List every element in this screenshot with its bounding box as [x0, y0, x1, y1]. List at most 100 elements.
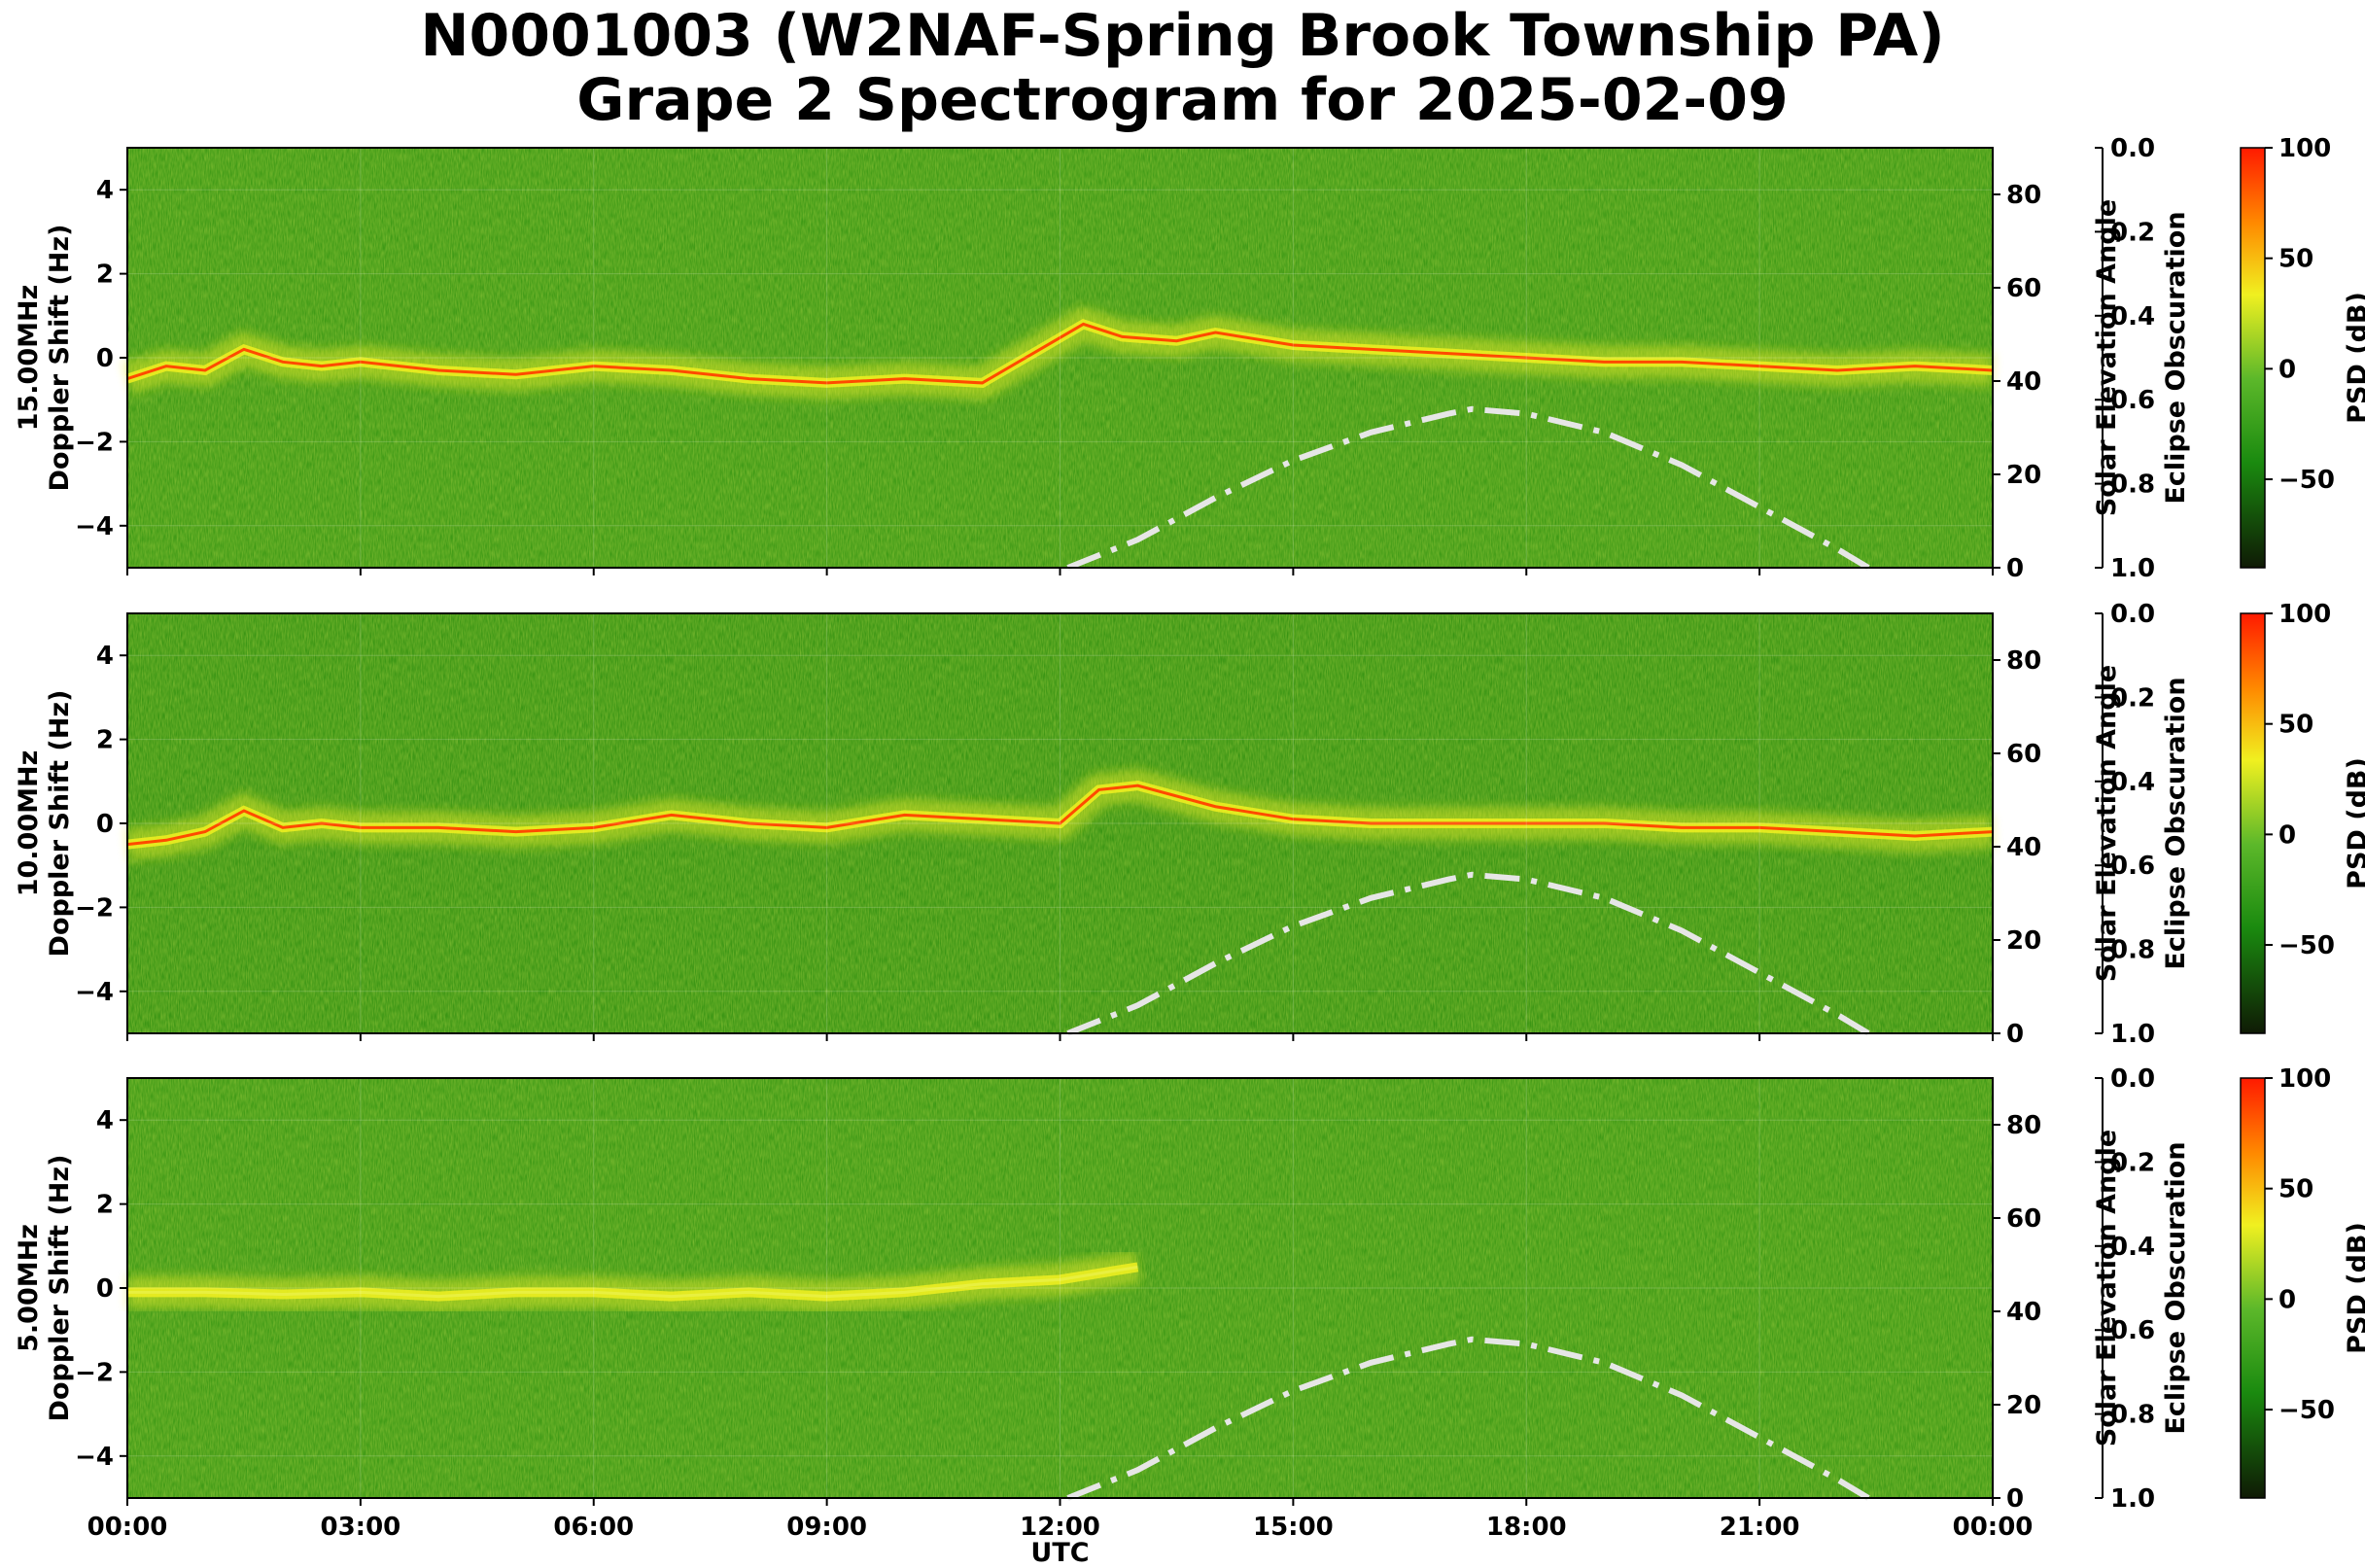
solar-elevation-label: Solar Elevation Angle	[2092, 1130, 2122, 1446]
x-tick-label: 18:00	[1486, 1513, 1567, 1542]
y-tick-label: 4	[96, 1106, 114, 1135]
right-tick-label: 0	[2006, 1020, 2024, 1049]
y-tick-label: −4	[75, 1443, 114, 1472]
colorbar-tick-label: 0	[2278, 355, 2296, 384]
y-tick-label: 0	[96, 810, 114, 839]
colorbar	[2240, 147, 2266, 569]
eclipse-tick-label: 0.8	[2110, 470, 2155, 500]
right-tick-label: 20	[2006, 926, 2041, 956]
x-tick-label: 06:00	[553, 1513, 634, 1542]
y-tick-label: 4	[96, 176, 114, 205]
solar-elevation-curve	[1066, 405, 1870, 571]
doppler-trace	[127, 1265, 1138, 1299]
x-tick-label: 00:00	[1953, 1513, 2034, 1542]
colorbar-tick-label: −50	[2278, 931, 2335, 960]
y-tick-label: 2	[96, 1191, 114, 1220]
x-axis-label: UTC	[1030, 1538, 1089, 1568]
eclipse-tick-label: 0.6	[2110, 1316, 2155, 1345]
eclipse-tick-label: 0.0	[2110, 600, 2155, 629]
y-tick-label: 0	[96, 344, 114, 373]
y-tick-label: 0	[96, 1274, 114, 1304]
eclipse-tick-label: 0.8	[2110, 1401, 2155, 1430]
colorbar	[2240, 612, 2266, 1034]
eclipse-label: Eclipse Obscuration	[2161, 211, 2191, 504]
y-axis-label: Doppler Shift (Hz)	[45, 225, 75, 492]
eclipse-tick-label: 1.0	[2110, 554, 2155, 583]
colorbar-label: PSD (dB)	[2343, 1222, 2365, 1354]
y-tick-label: 4	[96, 642, 114, 671]
colorbar-tick-label: 50	[2278, 245, 2313, 274]
eclipse-tick-label: 1.0	[2110, 1484, 2155, 1514]
x-tick-label: 12:00	[1020, 1513, 1100, 1542]
eclipse-tick-label: 0.2	[2110, 218, 2155, 247]
y-axis-label-band: 5.00MHz	[14, 1224, 44, 1352]
colorbar-tick-label: 0	[2278, 1285, 2296, 1314]
y-axis-label-band: 10.00MHz	[14, 750, 44, 897]
eclipse-label: Eclipse Obscuration	[2161, 1141, 2191, 1434]
y-tick-label: 2	[96, 726, 114, 755]
solar-elevation-label: Solar Elevation Angle	[2092, 665, 2122, 982]
eclipse-tick-label: 0.8	[2110, 936, 2155, 965]
colorbar-tick-label: 100	[2278, 600, 2331, 629]
right-tick-label: 80	[2006, 181, 2041, 210]
colorbar	[2240, 1077, 2266, 1499]
colorbar-tick-label: 50	[2278, 1175, 2313, 1204]
eclipse-label: Eclipse Obscuration	[2161, 677, 2191, 969]
right-tick-label: 40	[2006, 1298, 2041, 1327]
x-tick-label: 15:00	[1253, 1513, 1334, 1542]
right-tick-label: 20	[2006, 461, 2041, 490]
colorbar-tick-label: −50	[2278, 1396, 2335, 1425]
solar-elevation-label: Solar Elevation Angle	[2092, 199, 2122, 516]
right-tick-label: 80	[2006, 1111, 2041, 1140]
right-tick-label: 40	[2006, 367, 2041, 397]
right-tick-label: 60	[2006, 740, 2041, 769]
x-tick-label: 03:00	[320, 1513, 400, 1542]
eclipse-tick-label: 0.0	[2110, 134, 2155, 163]
y-axis-label-band: 15.00MHz	[14, 285, 44, 432]
right-tick-label: 0	[2006, 554, 2024, 583]
x-tick-label: 09:00	[786, 1513, 867, 1542]
chart-title-line1: N0001003 (W2NAF-Spring Brook Township PA…	[420, 2, 1945, 70]
right-tick-label: 0	[2006, 1484, 2024, 1514]
right-tick-label: 40	[2006, 833, 2041, 862]
colorbar-tick-label: 100	[2278, 1064, 2331, 1094]
eclipse-tick-label: 0.4	[2110, 1233, 2155, 1262]
eclipse-tick-label: 0.2	[2110, 683, 2155, 713]
colorbar-tick-label: 0	[2278, 820, 2296, 850]
eclipse-tick-label: 1.0	[2110, 1020, 2155, 1049]
y-axis-label: Doppler Shift (Hz)	[45, 1155, 75, 1422]
doppler-trace	[126, 322, 1994, 385]
eclipse-tick-label: 0.0	[2110, 1064, 2155, 1094]
y-tick-label: −4	[75, 978, 114, 1007]
right-tick-label: 80	[2006, 646, 2041, 676]
eclipse-tick-label: 0.4	[2110, 768, 2155, 797]
eclipse-tick-label: 0.4	[2110, 302, 2155, 331]
eclipse-tick-label: 0.6	[2110, 386, 2155, 415]
colorbar-tick-label: −50	[2278, 466, 2335, 495]
panel-2: 420−2−410.00MHz Doppler Shift (Hz)8060402…	[14, 600, 2365, 1049]
panel-3: 420−2−45.00MHz Doppler Shift (Hz)80604020…	[14, 1064, 2365, 1542]
colorbar-tick-label: 100	[2278, 134, 2331, 163]
right-tick-label: 60	[2006, 1204, 2041, 1234]
colorbar-label: PSD (dB)	[2343, 757, 2365, 889]
solar-elevation-curve	[1066, 871, 1870, 1036]
y-tick-label: −2	[75, 893, 114, 923]
x-tick-label: 00:00	[87, 1513, 168, 1542]
y-tick-label: 2	[96, 261, 114, 290]
y-tick-label: −2	[75, 1358, 114, 1387]
panel-1: 420−2−415.00MHz Doppler Shift (Hz)8060402…	[14, 134, 2365, 583]
right-tick-label: 20	[2006, 1391, 2041, 1420]
y-axis-label: Doppler Shift (Hz)	[45, 690, 75, 958]
chart-title-line2: Grape 2 Spectrogram for 2025-02-09	[576, 66, 1789, 134]
colorbar-tick-label: 50	[2278, 711, 2313, 740]
y-tick-label: −2	[75, 428, 114, 457]
doppler-trace	[126, 784, 1994, 847]
x-tick-label: 21:00	[1720, 1513, 1800, 1542]
solar-elevation-curve	[1066, 1336, 1870, 1501]
y-tick-label: −4	[75, 512, 114, 541]
colorbar-label: PSD (dB)	[2343, 292, 2365, 424]
eclipse-tick-label: 0.6	[2110, 852, 2155, 881]
eclipse-tick-label: 0.2	[2110, 1148, 2155, 1177]
